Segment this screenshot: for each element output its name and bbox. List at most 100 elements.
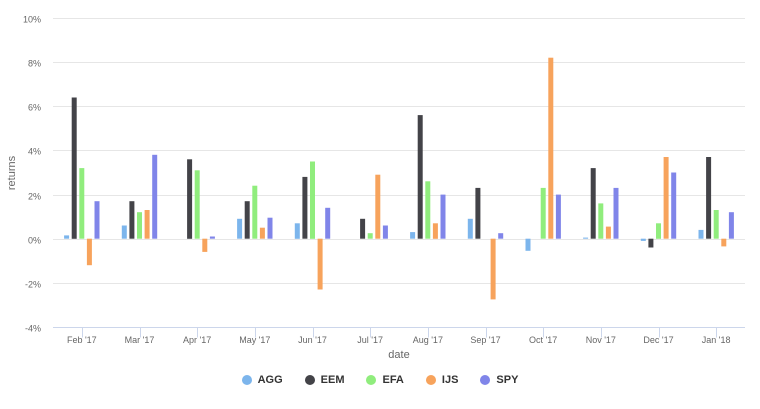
- legend-dot-icon: [241, 375, 252, 385]
- bars: [64, 57, 734, 300]
- x-tick-label: May '17: [239, 335, 270, 345]
- bar-eem[interactable]: [590, 168, 596, 239]
- bar-agg[interactable]: [121, 225, 127, 239]
- legend-item-eem[interactable]: EEM: [304, 370, 345, 390]
- y-tick-label: -2%: [25, 280, 41, 290]
- bar-eem[interactable]: [187, 159, 193, 239]
- bar-ijs[interactable]: [202, 238, 208, 252]
- legend-item-spy[interactable]: SPY: [480, 370, 518, 390]
- bar-ijs[interactable]: [259, 227, 265, 239]
- legend-label: EEM: [320, 374, 345, 386]
- bar-efa[interactable]: [367, 233, 373, 239]
- bar-agg[interactable]: [294, 223, 300, 239]
- bar-agg[interactable]: [467, 218, 473, 239]
- bar-efa[interactable]: [540, 187, 546, 239]
- bar-spy[interactable]: [209, 236, 215, 239]
- bar-efa[interactable]: [194, 170, 200, 239]
- bar-spy[interactable]: [267, 217, 273, 239]
- legend-dot-icon: [366, 375, 377, 385]
- bar-spy[interactable]: [728, 212, 734, 239]
- bar-eem[interactable]: [71, 97, 77, 239]
- bar-agg[interactable]: [410, 232, 416, 239]
- legend-item-agg[interactable]: AGG: [241, 370, 283, 390]
- chart-legend: AGG EEM EFA IJS SPY: [0, 370, 760, 390]
- x-axis-title: date: [388, 349, 409, 361]
- bar-agg[interactable]: [237, 218, 243, 239]
- y-tick-label: -4%: [25, 324, 41, 334]
- bar-eem[interactable]: [417, 115, 423, 239]
- bar-ijs[interactable]: [144, 210, 150, 239]
- bar-ijs[interactable]: [375, 174, 381, 239]
- bar-agg[interactable]: [698, 229, 704, 239]
- bar-spy[interactable]: [440, 194, 446, 239]
- bar-efa[interactable]: [598, 203, 604, 239]
- y-tick-label: 8%: [28, 59, 41, 69]
- bar-spy[interactable]: [152, 154, 158, 239]
- bar-spy[interactable]: [613, 187, 619, 239]
- x-tick-label: Nov '17: [586, 335, 616, 345]
- y-tick-label: 0%: [28, 236, 41, 246]
- legend-item-ijs[interactable]: IJS: [425, 370, 459, 390]
- bar-ijs[interactable]: [721, 238, 727, 247]
- y-tick-label: 6%: [28, 103, 41, 113]
- bar-spy[interactable]: [671, 172, 677, 239]
- bar-agg[interactable]: [525, 238, 531, 251]
- legend-dot-icon: [304, 375, 315, 385]
- bar-efa[interactable]: [310, 161, 315, 239]
- bar-efa[interactable]: [713, 210, 719, 239]
- bar-spy[interactable]: [555, 194, 561, 239]
- y-axis-title: returns: [6, 155, 18, 190]
- y-tick-label: 2%: [28, 192, 41, 202]
- bar-eem[interactable]: [244, 201, 250, 239]
- x-tick-label: Dec '17: [643, 335, 673, 345]
- bar-efa[interactable]: [425, 181, 431, 239]
- bar-efa[interactable]: [79, 168, 85, 239]
- bar-efa[interactable]: [137, 212, 142, 239]
- legend-label: EFA: [382, 374, 404, 386]
- legend-item-efa[interactable]: EFA: [366, 370, 404, 390]
- bar-agg[interactable]: [583, 237, 589, 239]
- legend-dot-icon: [480, 375, 491, 385]
- bar-efa[interactable]: [252, 185, 258, 239]
- x-tick-label: Jan '18: [702, 335, 731, 345]
- bar-ijs[interactable]: [317, 238, 323, 290]
- y-tick-label: 10%: [23, 15, 41, 25]
- bar-agg[interactable]: [64, 235, 70, 239]
- bar-spy[interactable]: [325, 207, 331, 239]
- legend-label: AGG: [257, 374, 283, 386]
- x-tick-label: Oct '17: [529, 335, 557, 345]
- bar-eem[interactable]: [475, 187, 481, 239]
- x-tick-label: Jul '17: [357, 335, 383, 345]
- y-axis-ticks: -4% -2% 0% 2% 4% 6% 8% 10%: [23, 15, 41, 334]
- bar-spy[interactable]: [382, 225, 388, 239]
- bar-ijs[interactable]: [663, 157, 669, 239]
- bar-spy[interactable]: [94, 201, 100, 239]
- bar-ijs[interactable]: [605, 226, 611, 239]
- y-tick-label: 4%: [28, 147, 41, 157]
- bar-agg[interactable]: [640, 238, 646, 241]
- bar-ijs[interactable]: [86, 238, 92, 266]
- bar-ijs[interactable]: [490, 238, 496, 300]
- bar-spy[interactable]: [498, 233, 504, 239]
- bar-eem[interactable]: [706, 157, 712, 239]
- bar-ijs[interactable]: [548, 57, 554, 239]
- bar-eem[interactable]: [129, 201, 135, 239]
- gridlines: [53, 18, 745, 284]
- x-tick-label: Jun '17: [298, 335, 327, 345]
- bar-eem[interactable]: [360, 218, 366, 239]
- legend-label: IJS: [441, 374, 459, 386]
- x-tick-label: Aug '17: [413, 335, 443, 345]
- x-axis: Feb '17 Mar '17 Apr '17 May '17 Jun '17 Jul '…: [53, 327, 745, 345]
- x-tick-label: Sep '17: [470, 335, 500, 345]
- bar-efa[interactable]: [656, 223, 661, 239]
- x-tick-label: Mar '17: [125, 335, 155, 345]
- bar-eem[interactable]: [302, 176, 308, 239]
- bar-eem[interactable]: [648, 238, 654, 248]
- legend-label: SPY: [496, 374, 519, 386]
- bar-ijs[interactable]: [432, 223, 438, 239]
- x-tick-label: Apr '17: [183, 335, 211, 345]
- x-tick-label: Feb '17: [67, 335, 97, 345]
- legend-dot-icon: [425, 375, 436, 385]
